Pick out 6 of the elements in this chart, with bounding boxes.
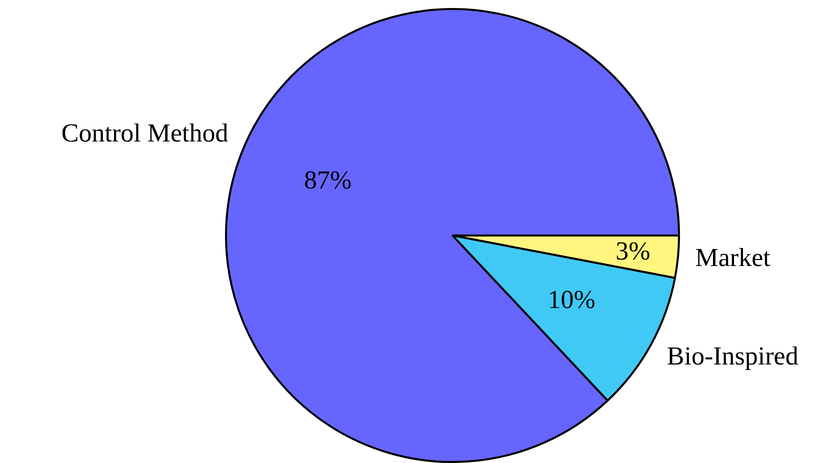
slice-label: Market — [695, 243, 772, 272]
slice-label: Bio-Inspired — [666, 342, 798, 371]
data-label: 87% — [304, 165, 352, 194]
data-label: 3% — [616, 236, 650, 266]
slice-label: Control Method — [61, 118, 228, 148]
data-label: 10% — [548, 284, 596, 314]
